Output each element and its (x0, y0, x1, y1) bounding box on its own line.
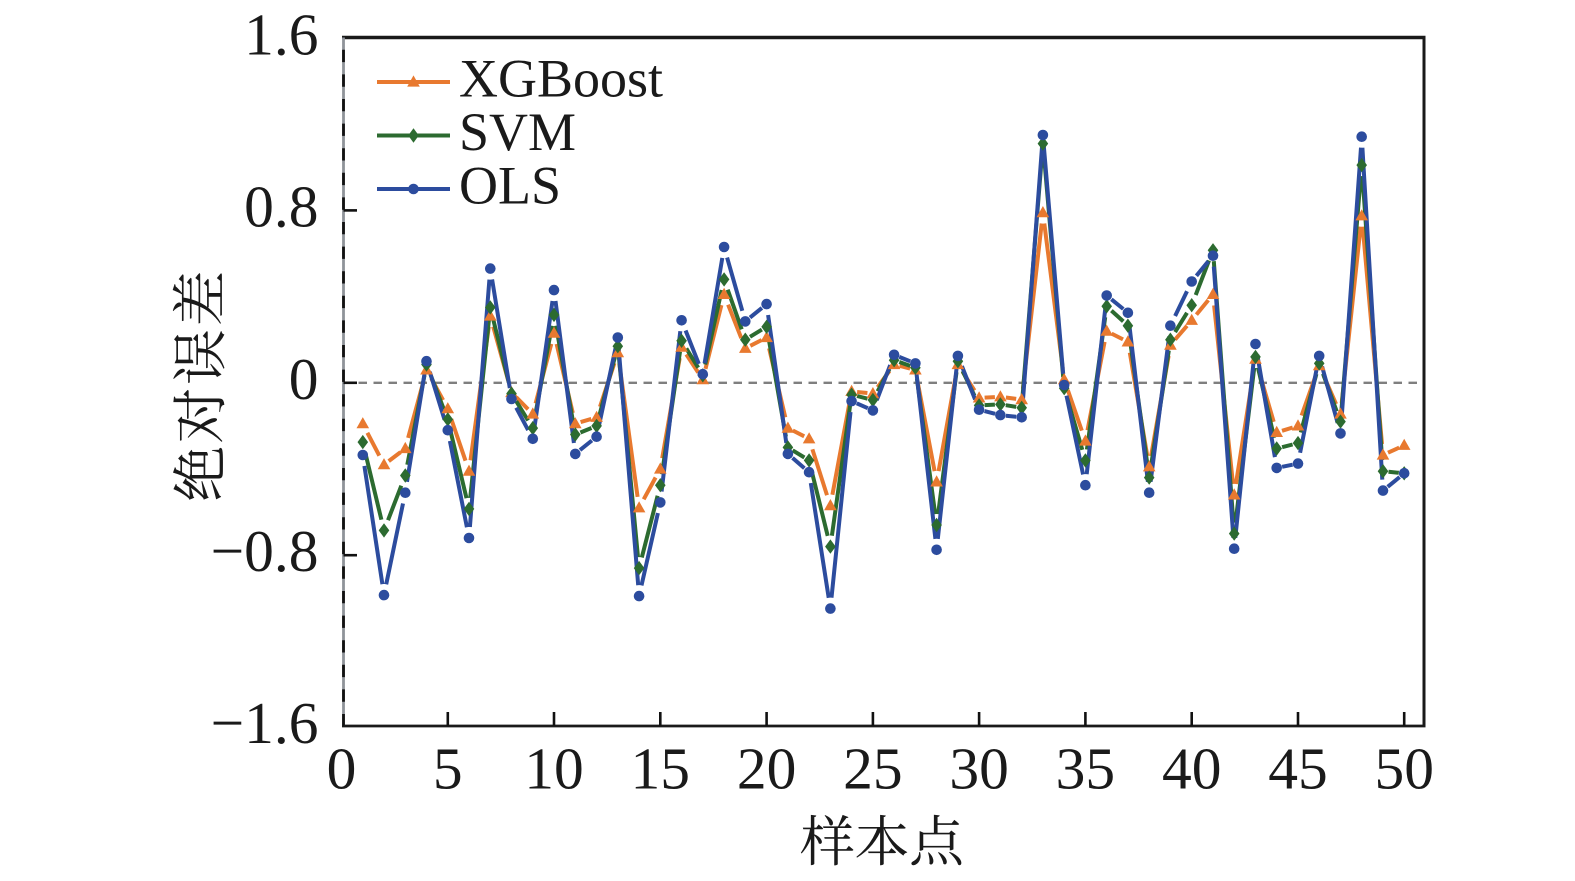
svg-text:20: 20 (737, 736, 797, 802)
svg-text:30: 30 (949, 736, 1009, 802)
svg-text:0.8: 0.8 (244, 173, 318, 239)
svg-text:45: 45 (1268, 736, 1328, 802)
svg-text:0: 0 (327, 736, 357, 802)
svg-text:10: 10 (524, 736, 584, 802)
svg-text:5: 5 (433, 736, 463, 802)
svg-text:0: 0 (289, 346, 319, 412)
svg-text:40: 40 (1162, 736, 1222, 802)
svg-text:1.6: 1.6 (244, 2, 318, 68)
svg-text:−1.6: −1.6 (211, 690, 319, 756)
svg-text:SVM: SVM (459, 102, 576, 162)
svg-text:15: 15 (631, 736, 691, 802)
svg-text:XGBoost: XGBoost (459, 49, 663, 109)
svg-text:50: 50 (1374, 736, 1434, 802)
svg-text:35: 35 (1056, 736, 1116, 802)
svg-text:OLS: OLS (459, 156, 561, 216)
svg-text:−0.8: −0.8 (211, 518, 319, 584)
svg-text:25: 25 (843, 736, 903, 802)
